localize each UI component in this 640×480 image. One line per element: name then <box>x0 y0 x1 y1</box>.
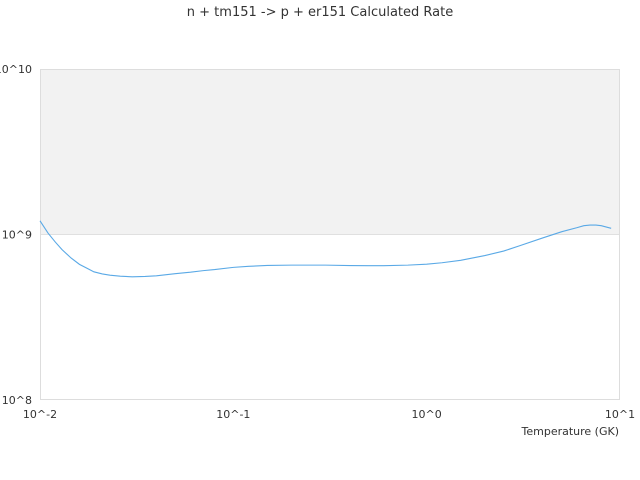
x-tick-label: 10^-1 <box>216 408 250 421</box>
shaded-band <box>40 69 620 235</box>
y-axis-ticks: 10^8 10^9 10^10 <box>0 63 32 407</box>
y-tick-label: 10^9 <box>2 229 32 242</box>
x-tick-label: 10^0 <box>412 408 442 421</box>
x-tick-label: 10^1 <box>605 408 635 421</box>
series-line <box>39 220 612 278</box>
x-axis-label: Temperature (GK) <box>521 425 620 438</box>
y-tick-label: 10^8 <box>2 394 32 407</box>
plot-area <box>40 69 620 400</box>
chart-title: n + tm151 -> p + er151 Calculated Rate <box>187 5 453 20</box>
x-tick-label: 10^-2 <box>23 408 57 421</box>
y-tick-label: 10^10 <box>0 63 32 76</box>
x-axis-ticks: 10^-2 10^-1 10^0 10^1 <box>23 408 635 421</box>
